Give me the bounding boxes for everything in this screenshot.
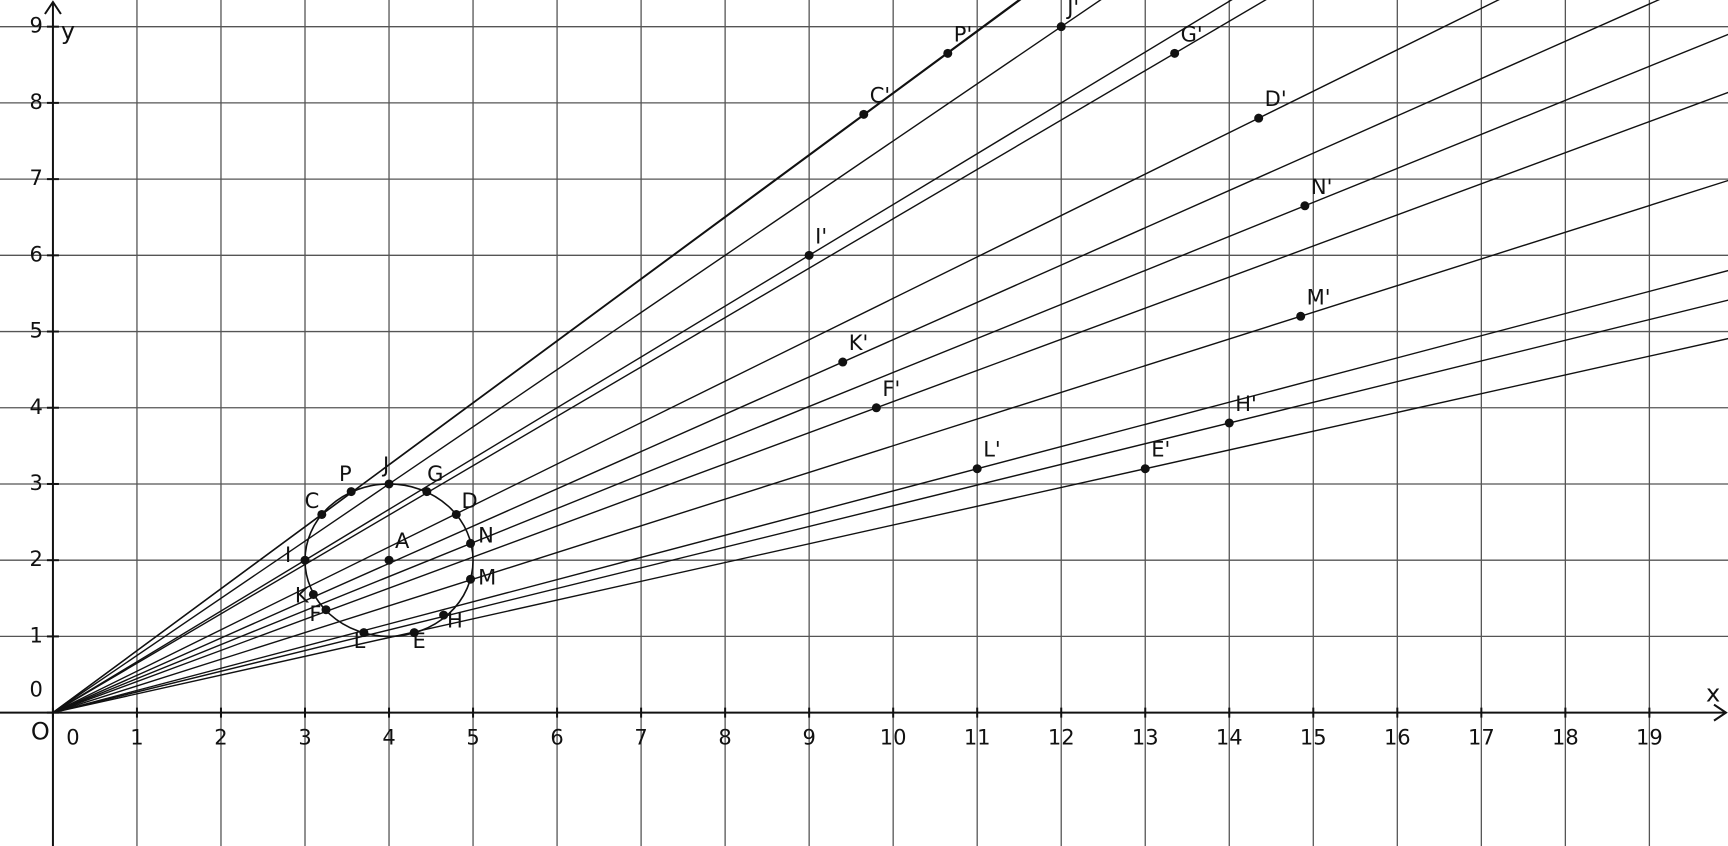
x-tick-label: 17 <box>1468 726 1495 750</box>
y-tick-label: 1 <box>30 623 43 647</box>
x-tick-label: 11 <box>964 726 991 750</box>
point-label: I <box>285 543 291 567</box>
x-tick-label: 0 <box>66 726 79 750</box>
y-tick-label: 3 <box>30 471 43 495</box>
point-label: F <box>309 602 321 626</box>
point <box>1140 464 1150 474</box>
point <box>804 250 814 260</box>
point-label: H <box>447 608 463 632</box>
point-label: P' <box>954 22 972 46</box>
point-label: M <box>478 566 496 590</box>
point-label: N' <box>1311 175 1332 199</box>
point <box>1224 418 1234 428</box>
point-label: I' <box>815 224 827 248</box>
origin-label: O <box>31 718 50 746</box>
y-tick-label: 4 <box>30 395 43 419</box>
x-tick-label: 14 <box>1216 726 1243 750</box>
point-label: K <box>295 584 310 608</box>
x-axis-label: x <box>1706 680 1720 708</box>
point-label: M' <box>1307 285 1331 309</box>
x-tick-label: 18 <box>1552 726 1579 750</box>
point <box>1254 113 1264 123</box>
y-tick-label: 2 <box>30 547 43 571</box>
x-tick-label: 9 <box>802 726 815 750</box>
point-label: D' <box>1265 87 1287 111</box>
point <box>409 628 419 638</box>
point <box>359 628 369 638</box>
point <box>300 555 310 565</box>
point <box>1296 311 1306 321</box>
point <box>838 357 848 367</box>
point <box>384 479 394 489</box>
x-tick-label: 19 <box>1636 726 1663 750</box>
y-tick-label: 8 <box>30 90 43 114</box>
point <box>972 464 982 474</box>
point-label: A <box>395 529 410 553</box>
point <box>346 487 356 497</box>
point-label: J' <box>1065 0 1079 20</box>
point-label: D <box>461 489 477 513</box>
y-tick-label: 5 <box>30 319 43 343</box>
point-label: C <box>305 489 320 513</box>
point <box>1056 22 1066 32</box>
y-tick-label: 9 <box>30 14 43 38</box>
x-tick-label: 8 <box>718 726 731 750</box>
point <box>451 509 461 519</box>
point-label: H' <box>1235 392 1257 416</box>
point <box>308 589 318 599</box>
x-tick-label: 12 <box>1048 726 1075 750</box>
y-arrow <box>44 0 62 15</box>
x-tick-label: 4 <box>382 726 395 750</box>
foreground: 0 1 2 3 4 5 6 7 8 9 10 11 12 13 14 15 16 17 18 190123456789… <box>30 0 1721 750</box>
point <box>466 538 476 548</box>
x-tick-label: 6 <box>550 726 563 750</box>
point <box>1170 48 1180 58</box>
x-tick-label: 3 <box>298 726 311 750</box>
x-tick-label: 2 <box>214 726 227 750</box>
x-tick-label: 16 <box>1384 726 1411 750</box>
point-label: E' <box>1151 438 1170 462</box>
point <box>943 48 953 58</box>
point <box>466 574 476 584</box>
x-tick-label: 5 <box>466 726 479 750</box>
point <box>384 555 394 565</box>
x-tick-label: 7 <box>634 726 647 750</box>
point-label: E <box>412 629 425 653</box>
y-tick-label: 6 <box>30 242 43 266</box>
x-tick-label: 15 <box>1300 726 1327 750</box>
point-label: F' <box>882 377 900 401</box>
point-label: N <box>478 523 494 547</box>
x-arrow <box>1713 703 1728 722</box>
y-axis-label: y <box>61 17 75 45</box>
x-tick-label: 10 <box>880 726 907 750</box>
point <box>439 610 449 620</box>
point <box>422 487 432 497</box>
point <box>1300 201 1310 211</box>
point <box>317 509 327 519</box>
point-label: L <box>354 629 366 653</box>
x-tick-label: 13 <box>1132 726 1159 750</box>
point-label: L' <box>983 438 1000 462</box>
point <box>321 605 331 615</box>
point-label: G' <box>1181 22 1203 46</box>
point <box>859 109 869 119</box>
point <box>871 403 881 413</box>
y-tick-label: 0 <box>30 678 43 702</box>
point-label: G <box>427 462 443 486</box>
x-tick-label: 1 <box>130 726 143 750</box>
point-label: C' <box>870 83 890 107</box>
y-tick-label: 7 <box>30 166 43 190</box>
point-label: J <box>381 453 389 477</box>
point-label: P <box>339 462 352 486</box>
point-label: K' <box>849 331 869 355</box>
